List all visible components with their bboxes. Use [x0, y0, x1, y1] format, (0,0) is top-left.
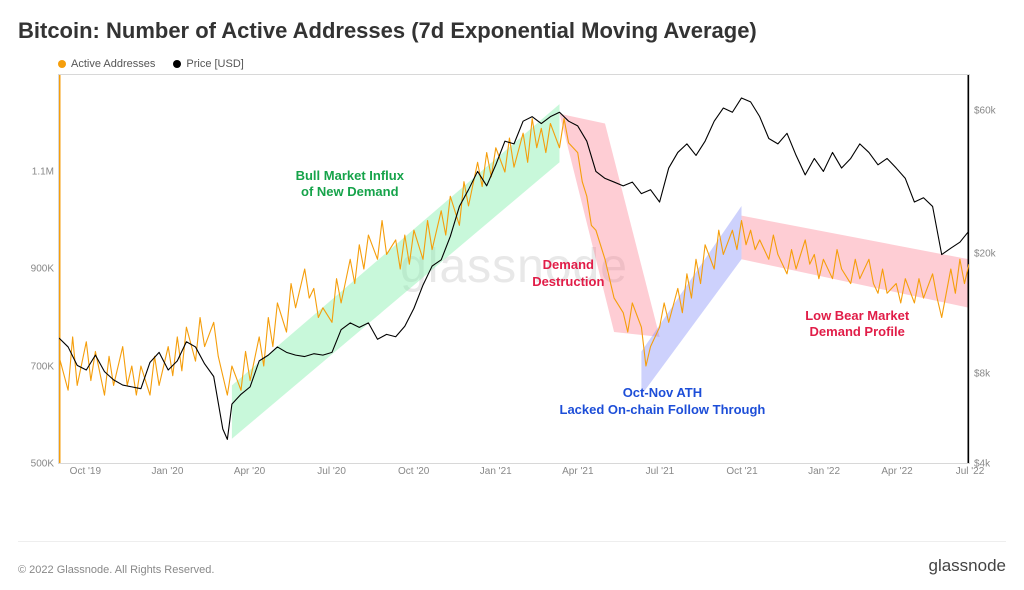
- y-left-tick: 700K: [31, 361, 54, 372]
- legend-label: Active Addresses: [71, 58, 155, 70]
- x-tick: Apr '22: [881, 466, 912, 477]
- y-axis-left: 500K700K900K1.1M: [18, 74, 58, 464]
- x-tick: Oct '19: [70, 466, 101, 477]
- y-right-tick: $60k: [974, 106, 996, 117]
- y-left-tick: 500K: [31, 459, 54, 470]
- x-tick: Jan '22: [808, 466, 840, 477]
- x-tick: Oct '21: [726, 466, 757, 477]
- chart-area: 500K700K900K1.1M $4k$8k$20k$60k glassnod…: [18, 74, 1006, 494]
- legend-label: Price [USD]: [186, 58, 243, 70]
- x-tick: Apr '20: [234, 466, 265, 477]
- x-tick: Oct '20: [398, 466, 429, 477]
- plot-svg: [59, 75, 969, 463]
- chart-title: Bitcoin: Number of Active Addresses (7d …: [18, 18, 1006, 44]
- x-tick: Jul '22: [956, 466, 985, 477]
- x-tick: Apr '21: [562, 466, 593, 477]
- y-left-tick: 1.1M: [32, 166, 54, 177]
- highlight-bull-influx: [232, 104, 560, 439]
- highlight-demand-destruction: [560, 114, 660, 337]
- x-tick: Jul '20: [317, 466, 346, 477]
- plot-area: glassnode Bull Market Influxof New Deman…: [58, 74, 970, 464]
- highlight-oct-nov-ath: [641, 206, 741, 395]
- x-tick: Jan '21: [480, 466, 512, 477]
- y-right-tick: $8k: [974, 368, 990, 379]
- x-tick: Jan '20: [151, 466, 183, 477]
- legend-dot-icon: [173, 60, 181, 68]
- brand-logo: glassnode: [928, 556, 1006, 576]
- y-axis-right: $4k$8k$20k$60k: [970, 74, 1006, 464]
- footer: © 2022 Glassnode. All Rights Reserved. g…: [18, 541, 1006, 576]
- copyright-text: © 2022 Glassnode. All Rights Reserved.: [18, 564, 214, 576]
- y-right-tick: $20k: [974, 249, 996, 260]
- legend: Active Addresses Price [USD]: [58, 58, 1006, 70]
- x-axis: Oct '19 Jan '20 Apr '20 Jul '20 Oct '20 Jan '…: [58, 466, 970, 486]
- y-left-tick: 900K: [31, 264, 54, 275]
- x-tick: Jul '21: [646, 466, 675, 477]
- legend-dot-icon: [58, 60, 66, 68]
- legend-item-active-addresses: Active Addresses: [58, 58, 155, 70]
- legend-item-price: Price [USD]: [173, 58, 243, 70]
